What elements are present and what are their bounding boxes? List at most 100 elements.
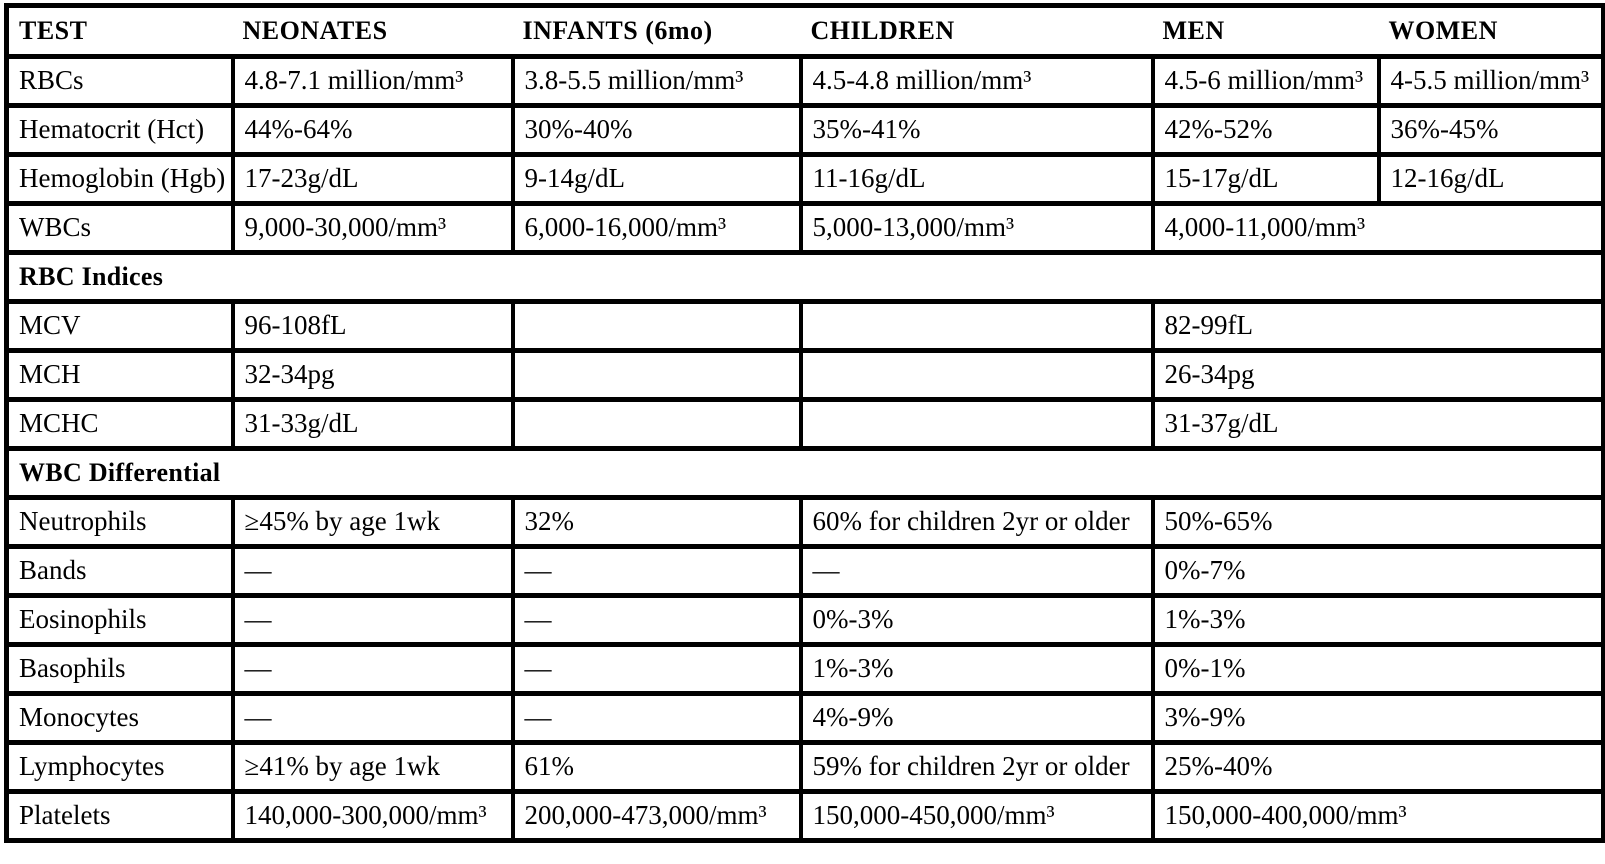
section-row-wbc-differential: WBC Differential <box>4 446 1605 500</box>
table-row-neutrophils: Neutrophils ≥45% by age 1wk 32% 60% for … <box>4 495 1605 549</box>
column-header-women: WOMEN <box>1378 3 1604 59</box>
table-cell: 6,000-16,000/mm³ <box>510 201 803 255</box>
table-cell-men-women: 150,000-400,000/mm³ <box>1150 789 1605 843</box>
table-cell: 0%-3% <box>798 593 1155 647</box>
table-cell: 4%-9% <box>798 691 1155 745</box>
table-cell: 140,000-300,000/mm³ <box>230 789 515 843</box>
row-label: Basophils <box>4 642 235 696</box>
table-row-rbcs: RBCs 4.8-7.1 million/mm³ 3.8-5.5 million… <box>4 54 1605 108</box>
table-cell-men-women: 3%-9% <box>1150 691 1605 745</box>
table-cell: 30%-40% <box>510 103 803 157</box>
table-cell: 31-33g/dL <box>230 397 515 451</box>
table-row-eosinophils: Eosinophils — — 0%-3% 1%-3% <box>4 593 1605 647</box>
table-cell: — <box>510 691 803 745</box>
table-row-wbcs: WBCs 9,000-30,000/mm³ 6,000-16,000/mm³ 5… <box>4 201 1605 255</box>
table-cell: — <box>230 544 515 598</box>
table-cell: 61% <box>510 740 803 794</box>
table-cell-men-women: 25%-40% <box>1150 740 1605 794</box>
table-cell: 4.5-4.8 million/mm³ <box>798 54 1155 108</box>
table-row-hemoglobin: Hemoglobin (Hgb) 17-23g/dL 9-14g/dL 11-1… <box>4 152 1605 206</box>
table-cell: 15-17g/dL <box>1150 152 1381 206</box>
table-cell: 4.5-6 million/mm³ <box>1150 54 1381 108</box>
table-cell <box>510 348 803 402</box>
table-cell <box>510 397 803 451</box>
table-cell: 32% <box>510 495 803 549</box>
column-header-children: CHILDREN <box>800 3 1153 59</box>
table-cell: ≥45% by age 1wk <box>230 495 515 549</box>
table-row-monocytes: Monocytes — — 4%-9% 3%-9% <box>4 691 1605 745</box>
table-cell-men-women: 1%-3% <box>1150 593 1605 647</box>
column-header-men: MEN <box>1152 3 1379 59</box>
table-cell: 11-16g/dL <box>798 152 1155 206</box>
table-cell-men-women: 31-37g/dL <box>1150 397 1605 451</box>
table-row-basophils: Basophils — — 1%-3% 0%-1% <box>4 642 1605 696</box>
table-cell: — <box>510 544 803 598</box>
table-cell: 17-23g/dL <box>230 152 515 206</box>
row-label: Monocytes <box>4 691 235 745</box>
table-row-platelets: Platelets 140,000-300,000/mm³ 200,000-47… <box>4 789 1605 843</box>
table-cell: ≥41% by age 1wk <box>230 740 515 794</box>
column-header-infants: INFANTS (6mo) <box>512 3 801 59</box>
table-cell: 150,000-450,000/mm³ <box>798 789 1155 843</box>
table-cell <box>798 397 1155 451</box>
scanned-lab-values-page: TEST NEONATES INFANTS (6mo) CHILDREN MEN… <box>0 3 1605 864</box>
table-cell: 4.8-7.1 million/mm³ <box>230 54 515 108</box>
table-cell: 4-5.5 million/mm³ <box>1376 54 1605 108</box>
table-cell: 9-14g/dL <box>510 152 803 206</box>
table-cell-men-women: 82-99fL <box>1150 299 1605 353</box>
row-label: Hematocrit (Hct) <box>4 103 235 157</box>
row-label: MCHC <box>4 397 235 451</box>
table-cell-men-women: 0%-1% <box>1150 642 1605 696</box>
table-cell <box>510 299 803 353</box>
row-label: Neutrophils <box>4 495 235 549</box>
table-cell-men-women: 0%-7% <box>1150 544 1605 598</box>
column-header-neonates: NEONATES <box>232 3 513 59</box>
table-cell: 36%-45% <box>1376 103 1605 157</box>
table-cell: 96-108fL <box>230 299 515 353</box>
table-row-mch: MCH 32-34pg 26-34pg <box>4 348 1605 402</box>
column-header-test: TEST <box>6 3 233 59</box>
table-cell: 44%-64% <box>230 103 515 157</box>
row-label: Platelets <box>4 789 235 843</box>
row-label: Eosinophils <box>4 593 235 647</box>
header-row: TEST NEONATES INFANTS (6mo) CHILDREN MEN… <box>6 3 1604 59</box>
row-label: WBCs <box>4 201 235 255</box>
table-row-bands: Bands — — — 0%-7% <box>4 544 1605 598</box>
table-row-hematocrit: Hematocrit (Hct) 44%-64% 30%-40% 35%-41%… <box>4 103 1605 157</box>
row-label: RBCs <box>4 54 235 108</box>
table-cell <box>798 299 1155 353</box>
section-header: WBC Differential <box>4 446 1605 500</box>
table-cell: — <box>510 642 803 696</box>
table-row-lymphocytes: Lymphocytes ≥41% by age 1wk 61% 59% for … <box>4 740 1605 794</box>
row-label: Lymphocytes <box>4 740 235 794</box>
table-cell <box>798 348 1155 402</box>
section-header: RBC Indices <box>4 250 1605 304</box>
table-cell: 12-16g/dL <box>1376 152 1605 206</box>
table-cell-men-women: 50%-65% <box>1150 495 1605 549</box>
table-cell: 1%-3% <box>798 642 1155 696</box>
row-label: Hemoglobin (Hgb) <box>4 152 235 206</box>
table-cell: 200,000-473,000/mm³ <box>510 789 803 843</box>
table-cell: — <box>230 593 515 647</box>
lab-values-table: TEST NEONATES INFANTS (6mo) CHILDREN MEN… <box>4 3 1605 843</box>
table-cell: — <box>230 691 515 745</box>
table-cell: 9,000-30,000/mm³ <box>230 201 515 255</box>
table-cell: 32-34pg <box>230 348 515 402</box>
table-cell: — <box>510 593 803 647</box>
row-label: Bands <box>4 544 235 598</box>
table-cell: 5,000-13,000/mm³ <box>798 201 1155 255</box>
table-row-mchc: MCHC 31-33g/dL 31-37g/dL <box>4 397 1605 451</box>
table-cell: 59% for children 2yr or older <box>798 740 1155 794</box>
table-row-mcv: MCV 96-108fL 82-99fL <box>4 299 1605 353</box>
section-row-rbc-indices: RBC Indices <box>4 250 1605 304</box>
table-cell: 35%-41% <box>798 103 1155 157</box>
table-cell-men-women: 4,000-11,000/mm³ <box>1150 201 1605 255</box>
table-cell: 42%-52% <box>1150 103 1381 157</box>
row-label: MCH <box>4 348 235 402</box>
table-cell: — <box>798 544 1155 598</box>
row-label: MCV <box>4 299 235 353</box>
table-cell: 3.8-5.5 million/mm³ <box>510 54 803 108</box>
table-cell: 60% for children 2yr or older <box>798 495 1155 549</box>
table-cell-men-women: 26-34pg <box>1150 348 1605 402</box>
table-cell: — <box>230 642 515 696</box>
